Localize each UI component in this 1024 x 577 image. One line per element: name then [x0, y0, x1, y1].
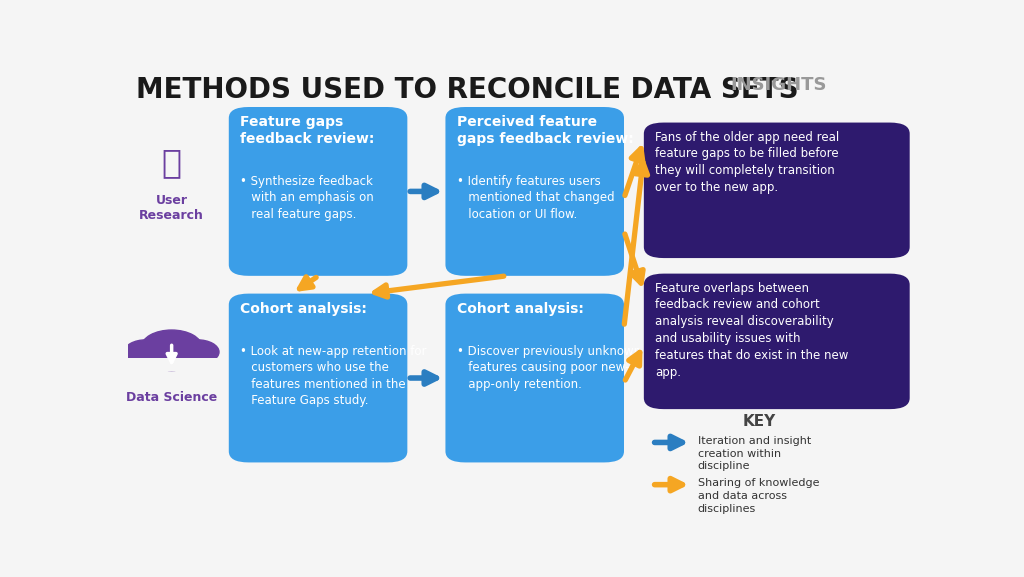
- Circle shape: [167, 350, 204, 370]
- Text: Fans of the older app need real
feature gaps to be filled before
they will compl: Fans of the older app need real feature …: [655, 130, 840, 194]
- Text: KEY: KEY: [742, 414, 775, 429]
- Text: User
Research: User Research: [139, 194, 204, 222]
- Text: Cohort analysis:: Cohort analysis:: [457, 302, 584, 316]
- Text: Feature overlaps between
feedback review and cohort
analysis reveal discoverabil: Feature overlaps between feedback review…: [655, 282, 848, 379]
- FancyBboxPatch shape: [228, 107, 408, 276]
- Text: 🤝: 🤝: [162, 146, 181, 179]
- FancyBboxPatch shape: [228, 294, 408, 462]
- FancyBboxPatch shape: [445, 294, 624, 462]
- Text: Feature gaps
feedback review:: Feature gaps feedback review:: [240, 115, 375, 146]
- Text: Data Science: Data Science: [126, 391, 217, 404]
- Circle shape: [175, 340, 219, 364]
- Circle shape: [155, 352, 188, 370]
- Circle shape: [141, 330, 202, 364]
- Text: • Discover previously unknown
   features causing poor new-
   app-only retentio: • Discover previously unknown features c…: [457, 344, 641, 391]
- Text: METHODS USED TO RECONCILE DATA SETS: METHODS USED TO RECONCILE DATA SETS: [136, 76, 799, 104]
- Text: • Identify features users
   mentioned that changed
   location or UI flow.: • Identify features users mentioned that…: [457, 175, 614, 221]
- FancyBboxPatch shape: [644, 122, 909, 258]
- Circle shape: [140, 350, 176, 370]
- Text: • Synthesize feedback
   with an emphasis on
   real feature gaps.: • Synthesize feedback with an emphasis o…: [240, 175, 374, 221]
- Text: Sharing of knowledge
and data across
disciplines: Sharing of knowledge and data across dis…: [697, 478, 819, 514]
- Circle shape: [124, 340, 168, 364]
- Text: • Look at new-app retention for
   customers who use the
   features mentioned i: • Look at new-app retention for customer…: [240, 344, 426, 407]
- FancyBboxPatch shape: [644, 273, 909, 409]
- Text: Cohort analysis:: Cohort analysis:: [240, 302, 367, 316]
- Text: Iteration and insight
creation within
discipline: Iteration and insight creation within di…: [697, 436, 811, 471]
- FancyBboxPatch shape: [445, 107, 624, 276]
- Text: Perceived feature
gaps feedback review:: Perceived feature gaps feedback review:: [457, 115, 633, 146]
- FancyBboxPatch shape: [125, 358, 218, 372]
- Text: INSIGHTS: INSIGHTS: [730, 76, 827, 94]
